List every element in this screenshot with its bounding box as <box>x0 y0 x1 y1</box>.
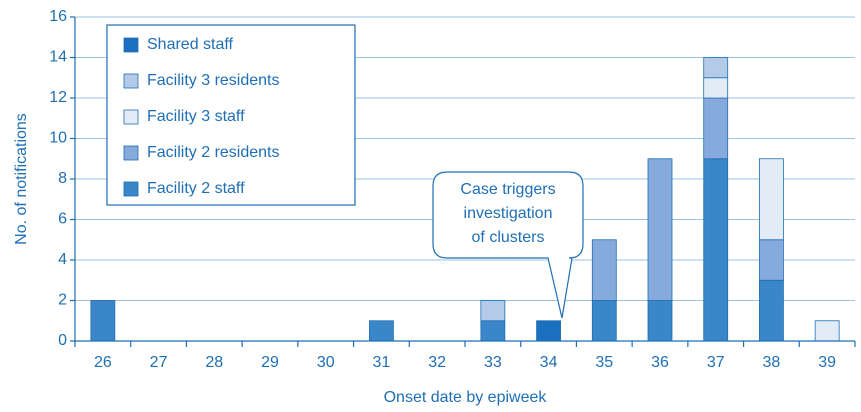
bar-segment <box>703 158 729 342</box>
x-tick-label: 39 <box>818 354 836 371</box>
legend-label: Facility 3 residents <box>147 72 280 89</box>
bar-segment <box>703 57 729 79</box>
bar-segment <box>703 77 729 99</box>
bar-segment <box>703 97 729 160</box>
bar-segment <box>759 279 784 342</box>
legend-swatch <box>123 37 139 53</box>
y-tick-label: 6 <box>58 211 67 228</box>
legend-label: Facility 3 staff <box>147 108 245 125</box>
y-tick-label: 0 <box>58 332 67 349</box>
x-tick-label: 28 <box>205 354 223 371</box>
x-tick-label: 32 <box>428 354 446 371</box>
x-tick-label: 36 <box>651 354 669 371</box>
x-tick-label: 38 <box>763 354 781 371</box>
x-axis-label: Onset date by epiweek <box>384 389 548 406</box>
x-tick-label: 34 <box>540 354 558 371</box>
y-axis-label: No. of notifications <box>13 113 30 245</box>
bar-segment <box>480 320 506 342</box>
x-tick-label: 35 <box>595 354 613 371</box>
bar-segment <box>759 239 784 281</box>
y-tick-label: 4 <box>58 251 67 268</box>
x-tick-label: 29 <box>261 354 279 371</box>
x-tick-label: 33 <box>484 354 502 371</box>
x-tick-label: 37 <box>707 354 725 371</box>
y-tick-label: 12 <box>49 89 67 106</box>
legend-swatch <box>123 181 139 197</box>
bar-segment <box>759 158 784 241</box>
callout <box>432 171 584 319</box>
annotation: of clusters <box>472 229 545 246</box>
y-tick-label: 16 <box>49 8 67 25</box>
annotation: Case triggers <box>460 181 555 198</box>
x-tick-label: 26 <box>94 354 112 371</box>
bar-segment <box>591 300 617 342</box>
bar-segment <box>480 300 506 322</box>
legend-swatch <box>123 109 139 125</box>
bar-segment <box>536 320 561 342</box>
x-tick-label: 30 <box>317 354 335 371</box>
legend-label: Shared staff <box>147 36 234 53</box>
bar-segment <box>647 158 673 301</box>
bar-segment <box>591 239 617 301</box>
legend-label: Facility 2 staff <box>147 180 245 197</box>
bar-segment <box>814 320 840 342</box>
y-tick-label: 14 <box>49 49 67 66</box>
legend-box <box>106 24 356 206</box>
bar-segment <box>369 320 394 342</box>
y-tick-label: 2 <box>58 292 67 309</box>
legend-swatch <box>123 73 139 89</box>
bar-segment <box>90 300 116 342</box>
bar-segment <box>647 300 673 342</box>
annotation: investigation <box>464 205 553 222</box>
legend-swatch <box>123 145 139 161</box>
legend-label: Facility 2 residents <box>147 144 280 161</box>
y-tick-label: 10 <box>49 130 67 147</box>
y-tick-label: 8 <box>58 170 67 187</box>
x-tick-label: 27 <box>150 354 168 371</box>
x-tick-label: 31 <box>373 354 391 371</box>
